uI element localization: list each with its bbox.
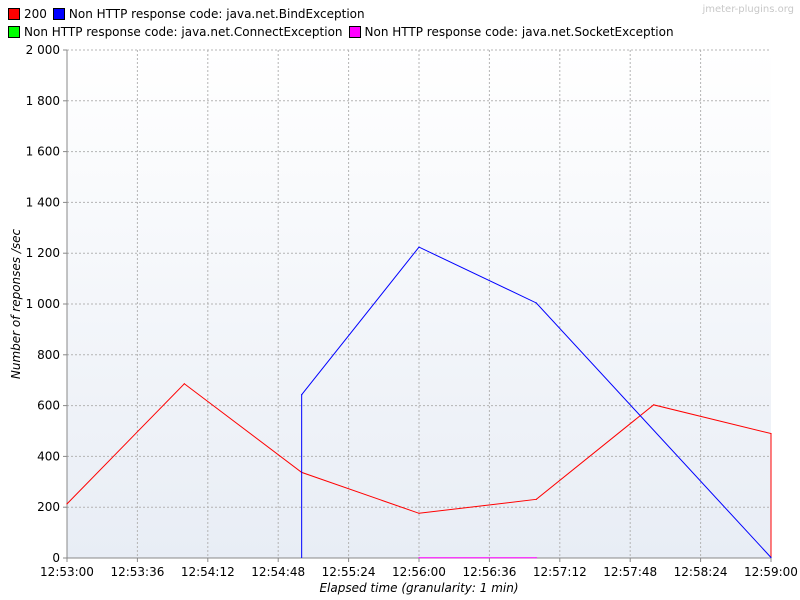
y-tick-label: 600 — [37, 399, 60, 413]
x-tick-label: 12:56:36 — [462, 565, 516, 579]
legend-item: Non HTTP response code: java.net.Connect… — [8, 24, 343, 40]
y-tick-label: 0 — [52, 551, 60, 565]
y-tick-label: 1 800 — [26, 94, 60, 108]
x-tick-label: 12:54:12 — [181, 565, 235, 579]
y-tick-label: 1 000 — [26, 297, 60, 311]
legend-swatch — [348, 26, 361, 38]
y-tick-label: 2 000 — [26, 43, 60, 57]
legend-label: Non HTTP response code: java.net.SocketE… — [364, 25, 674, 39]
legend-item: Non HTTP response code: java.net.BindExc… — [52, 6, 365, 22]
x-tick-label: 12:56:00 — [392, 565, 446, 579]
legend-swatch — [52, 8, 65, 20]
x-tick-label: 12:57:48 — [603, 565, 657, 579]
x-tick-label: 12:59:00 — [744, 565, 798, 579]
data-point — [653, 404, 655, 406]
legend-item: Non HTTP response code: java.net.SocketE… — [348, 24, 674, 40]
y-tick-label: 1 400 — [26, 195, 60, 209]
legend-item: 200 — [8, 6, 47, 22]
tick-labels: 0 200 400 600 800 1 000 1 200 1 400 1 600 1 800 2 … — [26, 43, 798, 579]
y-tick-label: 800 — [37, 348, 60, 362]
x-tick-label: 12:55:24 — [322, 565, 376, 579]
data-point — [535, 557, 537, 559]
series-lines — [66, 246, 772, 559]
legend-swatch — [8, 26, 20, 38]
x-tick-label: 12:58:24 — [674, 565, 728, 579]
x-tick-label: 12:53:00 — [40, 565, 94, 579]
data-point — [535, 498, 537, 500]
data-point — [418, 512, 420, 514]
y-tick-label: 400 — [37, 449, 60, 463]
y-tick-label: 200 — [37, 500, 60, 514]
x-axis-label: Elapsed time (granularity: 1 min) — [319, 581, 518, 595]
legend-label: 200 — [24, 7, 47, 21]
legend-label: Non HTTP response code: java.net.BindExc… — [68, 7, 365, 21]
data-point — [418, 557, 420, 559]
x-tick-label: 12:54:48 — [251, 565, 305, 579]
series-line — [66, 383, 772, 558]
data-point — [418, 246, 420, 248]
legend-label: Non HTTP response code: java.net.Connect… — [24, 25, 343, 39]
data-point — [770, 432, 772, 435]
data-point — [770, 556, 772, 559]
watermark: jmeter-plugins.org — [702, 4, 794, 15]
legend-swatch — [8, 8, 20, 20]
y-tick-label: 1 200 — [26, 246, 60, 260]
y-tick-label: 1 600 — [26, 145, 60, 159]
data-point — [66, 503, 68, 505]
x-tick-label: 12:57:12 — [533, 565, 587, 579]
y-axis-label: Number of reponses /sec — [9, 228, 23, 379]
legend: 200 Non HTTP response code: java.net.Bind… — [8, 6, 688, 40]
gridlines — [67, 49, 771, 558]
x-tick-label: 12:53:36 — [110, 565, 164, 579]
data-point — [301, 394, 303, 396]
data-point — [183, 383, 185, 385]
data-point — [535, 302, 537, 304]
